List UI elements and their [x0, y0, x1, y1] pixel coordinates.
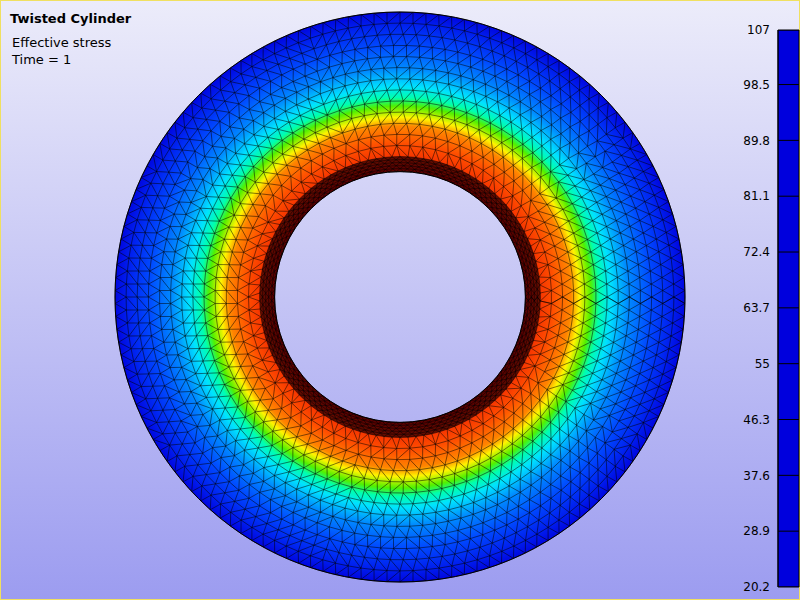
- svg-text:20.2: 20.2: [743, 580, 770, 594]
- svg-text:63.7: 63.7: [743, 301, 770, 315]
- svg-text:46.3: 46.3: [743, 413, 770, 427]
- svg-text:72.4: 72.4: [743, 245, 770, 259]
- svg-text:89.8: 89.8: [743, 134, 770, 148]
- svg-text:Twisted Cylinder: Twisted Cylinder: [10, 11, 132, 26]
- svg-text:Effective stress: Effective stress: [12, 35, 112, 50]
- svg-text:55: 55: [755, 357, 770, 371]
- svg-text:81.1: 81.1: [743, 189, 770, 203]
- svg-text:37.6: 37.6: [743, 469, 770, 483]
- svg-text:28.9: 28.9: [743, 524, 770, 538]
- svg-text:107: 107: [747, 23, 770, 37]
- svg-text:98.5: 98.5: [743, 78, 770, 92]
- svg-text:Time = 1: Time = 1: [11, 52, 71, 67]
